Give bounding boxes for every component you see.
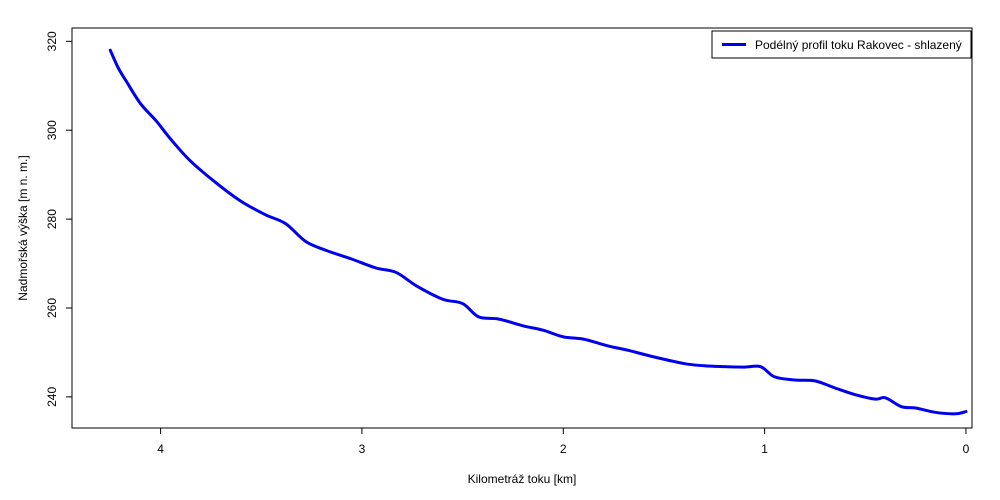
- series-layer: [108, 48, 968, 416]
- x-axis-title: Kilometráž toku [km]: [468, 472, 577, 486]
- y-axis-title: Nadmořská výška [m n. m.]: [16, 155, 30, 300]
- y-tick-label: 300: [45, 120, 59, 140]
- y-tick-label: 320: [45, 31, 59, 51]
- y-tick-label: 280: [45, 209, 59, 229]
- x-axis: 4 3 2 1 0: [157, 428, 970, 456]
- x-tick-label: 1: [761, 442, 768, 456]
- x-tick-label: 3: [359, 442, 366, 456]
- y-tick-label: 240: [45, 387, 59, 407]
- legend-entry-label: Podélný profil toku Rakovec - shlazený: [755, 38, 962, 52]
- y-axis: 240 260 280 300 320: [45, 31, 72, 407]
- legend: Podélný profil toku Rakovec - shlazený: [711, 30, 972, 59]
- x-tick-label: 0: [963, 442, 970, 456]
- series-line: [108, 48, 968, 416]
- x-tick-label: 2: [560, 442, 567, 456]
- y-tick-label: 260: [45, 298, 59, 318]
- legend-box: [711, 30, 972, 59]
- plot-frame: [71, 27, 973, 429]
- x-tick-label: 4: [157, 442, 164, 456]
